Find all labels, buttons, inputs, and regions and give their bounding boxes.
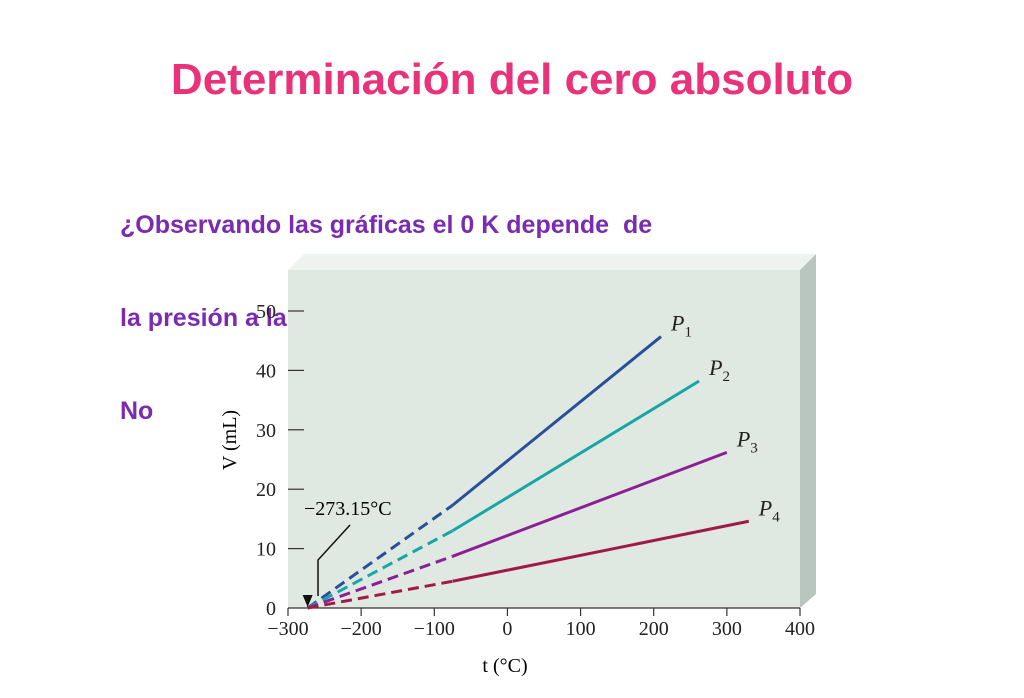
answer-text: No <box>120 397 154 425</box>
x-tick-label: 400 <box>785 618 815 640</box>
y-tick-label: 40 <box>256 360 276 382</box>
slide-title: Determinación del cero absoluto <box>170 55 854 104</box>
plot-background <box>288 270 800 608</box>
annotation-arrow-head <box>302 595 313 607</box>
y-tick-label: 0 <box>266 598 276 620</box>
absolute-zero-annotation: −273.15°C <box>304 498 392 520</box>
y-tick-label: 20 <box>256 479 276 501</box>
axes: −300 −200 −100 0 100 200 300 400 0 10 20 30 40 50 <box>256 301 815 640</box>
x-tick-label: −100 <box>414 618 455 640</box>
x-axis-label: t (°C) <box>482 655 527 677</box>
x-tick-label: −300 <box>267 618 308 640</box>
series-P3-line <box>452 450 728 558</box>
series-P1-line <box>451 335 662 507</box>
x-tick-label: 300 <box>712 618 742 640</box>
series-P4-extrapolation <box>307 579 453 610</box>
y-tick-label: 50 <box>256 301 276 323</box>
x-tick-label: 200 <box>639 618 669 640</box>
annotation-arrow-line <box>317 524 351 596</box>
series-P4-line <box>452 519 750 583</box>
plot-panel-top <box>288 254 816 270</box>
chart-labels: t (°C) V (mL) −273.15°C <box>219 410 528 677</box>
y-tick-label: 10 <box>256 539 276 561</box>
x-tick-label: 0 <box>502 618 512 640</box>
question-line-1: ¿Observando las gráficas el 0 K depende … <box>120 211 653 239</box>
y-tick-label: 30 <box>256 420 276 442</box>
series-P1-extrapolation <box>306 504 454 610</box>
series-P2-extrapolation <box>306 529 454 610</box>
series-P2-line <box>451 379 700 533</box>
x-tick-label: 100 <box>566 618 596 640</box>
x-tick-label: −200 <box>341 618 382 640</box>
y-axis-label: V (mL) <box>219 410 241 470</box>
series-P3-extrapolation <box>307 554 454 610</box>
plot-panel-side <box>800 254 816 608</box>
